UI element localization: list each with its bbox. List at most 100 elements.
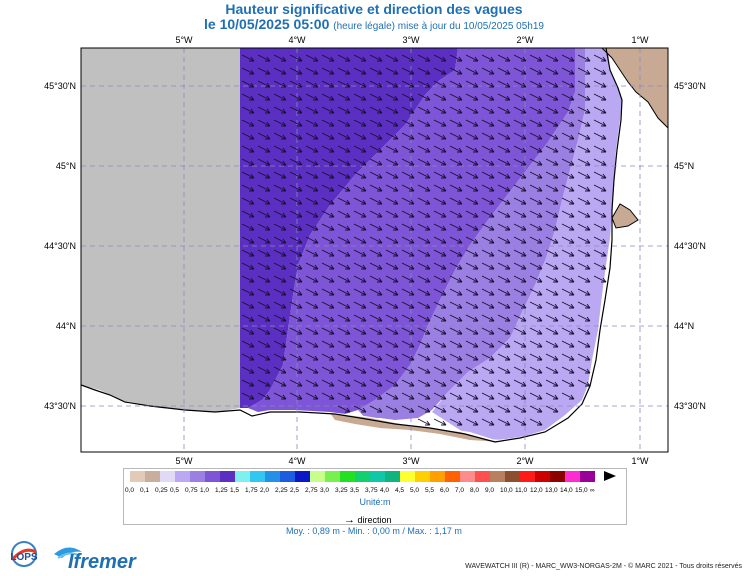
wave-direction-arrow-icon	[305, 210, 319, 218]
wave-direction-arrow-icon	[577, 80, 591, 88]
wave-direction-arrow-icon	[449, 171, 463, 179]
wave-direction-arrow-icon	[417, 392, 431, 400]
wave-direction-arrow-icon	[449, 314, 463, 322]
wave-direction-arrow-icon	[577, 249, 591, 257]
lat-label-right: 45°N	[674, 161, 695, 171]
wave-direction-arrow-icon	[497, 262, 511, 270]
wave-direction-arrow-icon	[385, 132, 399, 140]
wave-direction-arrow-icon	[353, 314, 367, 322]
legend-tick-label: 2,5	[290, 487, 300, 494]
wave-direction-arrow-icon	[401, 171, 415, 179]
wave-direction-arrow-icon	[257, 54, 271, 62]
wave-direction-arrow-icon	[289, 275, 303, 283]
wave-direction-arrow-icon	[545, 288, 559, 296]
wave-direction-arrow-icon	[497, 418, 511, 426]
wave-direction-arrow-icon	[401, 249, 415, 257]
legend-tick-label: 3,5	[350, 487, 360, 494]
wave-direction-arrow-icon	[321, 249, 335, 257]
wave-direction-arrow-icon	[401, 314, 415, 322]
sea-band-1-25	[240, 48, 458, 408]
wave-direction-arrow-icon	[321, 54, 335, 62]
wave-direction-arrow-icon	[241, 171, 255, 179]
wave-direction-arrow-icon	[593, 67, 607, 75]
wave-direction-arrow-icon	[577, 119, 591, 127]
wave-direction-arrow-icon	[449, 275, 463, 283]
wave-direction-arrow-icon	[481, 366, 495, 374]
wave-direction-arrow-icon	[513, 184, 527, 192]
wave-direction-arrow-icon	[353, 171, 367, 179]
lon-label-bottom: 4°W	[288, 456, 306, 466]
wave-direction-arrow-icon	[529, 197, 543, 205]
wave-direction-arrow-icon	[449, 67, 463, 75]
wave-direction-arrow-icon	[337, 236, 351, 244]
wave-direction-arrow-icon	[497, 275, 511, 283]
wave-direction-arrow-icon	[593, 249, 607, 257]
wave-direction-arrow-icon	[417, 54, 431, 62]
wave-direction-arrow-icon	[529, 288, 543, 296]
legend-swatch	[415, 471, 430, 482]
wave-direction-arrow-icon	[545, 158, 559, 166]
lon-label-bottom: 2°W	[516, 456, 534, 466]
wave-direction-arrow-icon	[577, 54, 591, 62]
wave-direction-arrow-icon	[369, 171, 383, 179]
wave-direction-arrow-icon	[545, 301, 559, 309]
wave-direction-arrow-icon	[561, 392, 575, 400]
wave-direction-arrow-icon	[385, 353, 399, 361]
wave-direction-arrow-icon	[385, 340, 399, 348]
wave-direction-arrow-icon	[449, 366, 463, 374]
wave-direction-arrow-icon	[465, 80, 479, 88]
wave-direction-arrow-icon	[305, 223, 319, 231]
wave-direction-arrow-icon	[481, 132, 495, 140]
legend-swatch	[145, 471, 160, 482]
direction-arrow-icon: →	[344, 514, 355, 526]
wave-direction-arrow-icon	[529, 418, 543, 426]
wave-direction-arrow-icon	[273, 275, 287, 283]
wave-direction-arrow-icon	[449, 418, 463, 426]
wave-direction-arrow-icon	[289, 236, 303, 244]
legend-swatch	[475, 471, 490, 482]
wave-direction-arrow-icon	[321, 197, 335, 205]
lat-label-right: 44°30'N	[674, 241, 706, 251]
wave-direction-arrow-icon	[577, 106, 591, 114]
wave-direction-arrow-icon	[321, 223, 335, 231]
wave-direction-arrow-icon	[305, 379, 319, 387]
wave-direction-arrow-icon	[369, 262, 383, 270]
wave-direction-arrow-icon	[321, 314, 335, 322]
wave-direction-arrow-icon	[385, 171, 399, 179]
wave-direction-arrow-icon	[385, 119, 399, 127]
wave-direction-arrow-icon	[449, 392, 463, 400]
wave-direction-arrow-icon	[305, 145, 319, 153]
wave-direction-arrow-icon	[529, 80, 543, 88]
wave-direction-arrow-icon	[465, 405, 479, 413]
wave-direction-arrow-icon	[385, 366, 399, 374]
wave-direction-arrow-icon	[481, 184, 495, 192]
wave-direction-arrow-icon	[561, 67, 575, 75]
model-credit: WAVEWATCH III (R) - MARC_WW3-NORGAS-2M -…	[465, 563, 742, 570]
wave-direction-arrow-icon	[289, 301, 303, 309]
wave-direction-arrow-icon	[369, 340, 383, 348]
wave-direction-arrow-icon	[337, 54, 351, 62]
wave-direction-arrow-icon	[257, 262, 271, 270]
wave-direction-arrow-icon	[257, 301, 271, 309]
wave-direction-arrow-icon	[513, 353, 527, 361]
wave-direction-arrow-icon	[481, 418, 495, 426]
wave-direction-arrow-icon	[433, 145, 447, 153]
wave-direction-arrow-icon	[497, 93, 511, 101]
wave-direction-arrow-icon	[273, 249, 287, 257]
wave-direction-arrow-icon	[401, 366, 415, 374]
wave-direction-arrow-icon	[577, 132, 591, 140]
wave-direction-arrow-icon	[417, 67, 431, 75]
direction-key: → direction	[344, 514, 392, 526]
legend-swatch	[490, 471, 505, 482]
legend-swatch	[160, 471, 175, 482]
wave-direction-arrow-icon	[305, 275, 319, 283]
wave-direction-arrow-icon	[513, 145, 527, 153]
wave-direction-arrow-icon	[497, 392, 511, 400]
wave-direction-arrow-icon	[561, 54, 575, 62]
wave-direction-arrow-icon	[465, 158, 479, 166]
wave-direction-arrow-icon	[545, 197, 559, 205]
wave-direction-arrow-icon	[289, 93, 303, 101]
wave-stats: Moy. : 0,89 m - Min. : 0,00 m / Max. : 1…	[286, 526, 462, 536]
wave-direction-arrow-icon	[417, 301, 431, 309]
wave-direction-arrow-icon	[321, 184, 335, 192]
